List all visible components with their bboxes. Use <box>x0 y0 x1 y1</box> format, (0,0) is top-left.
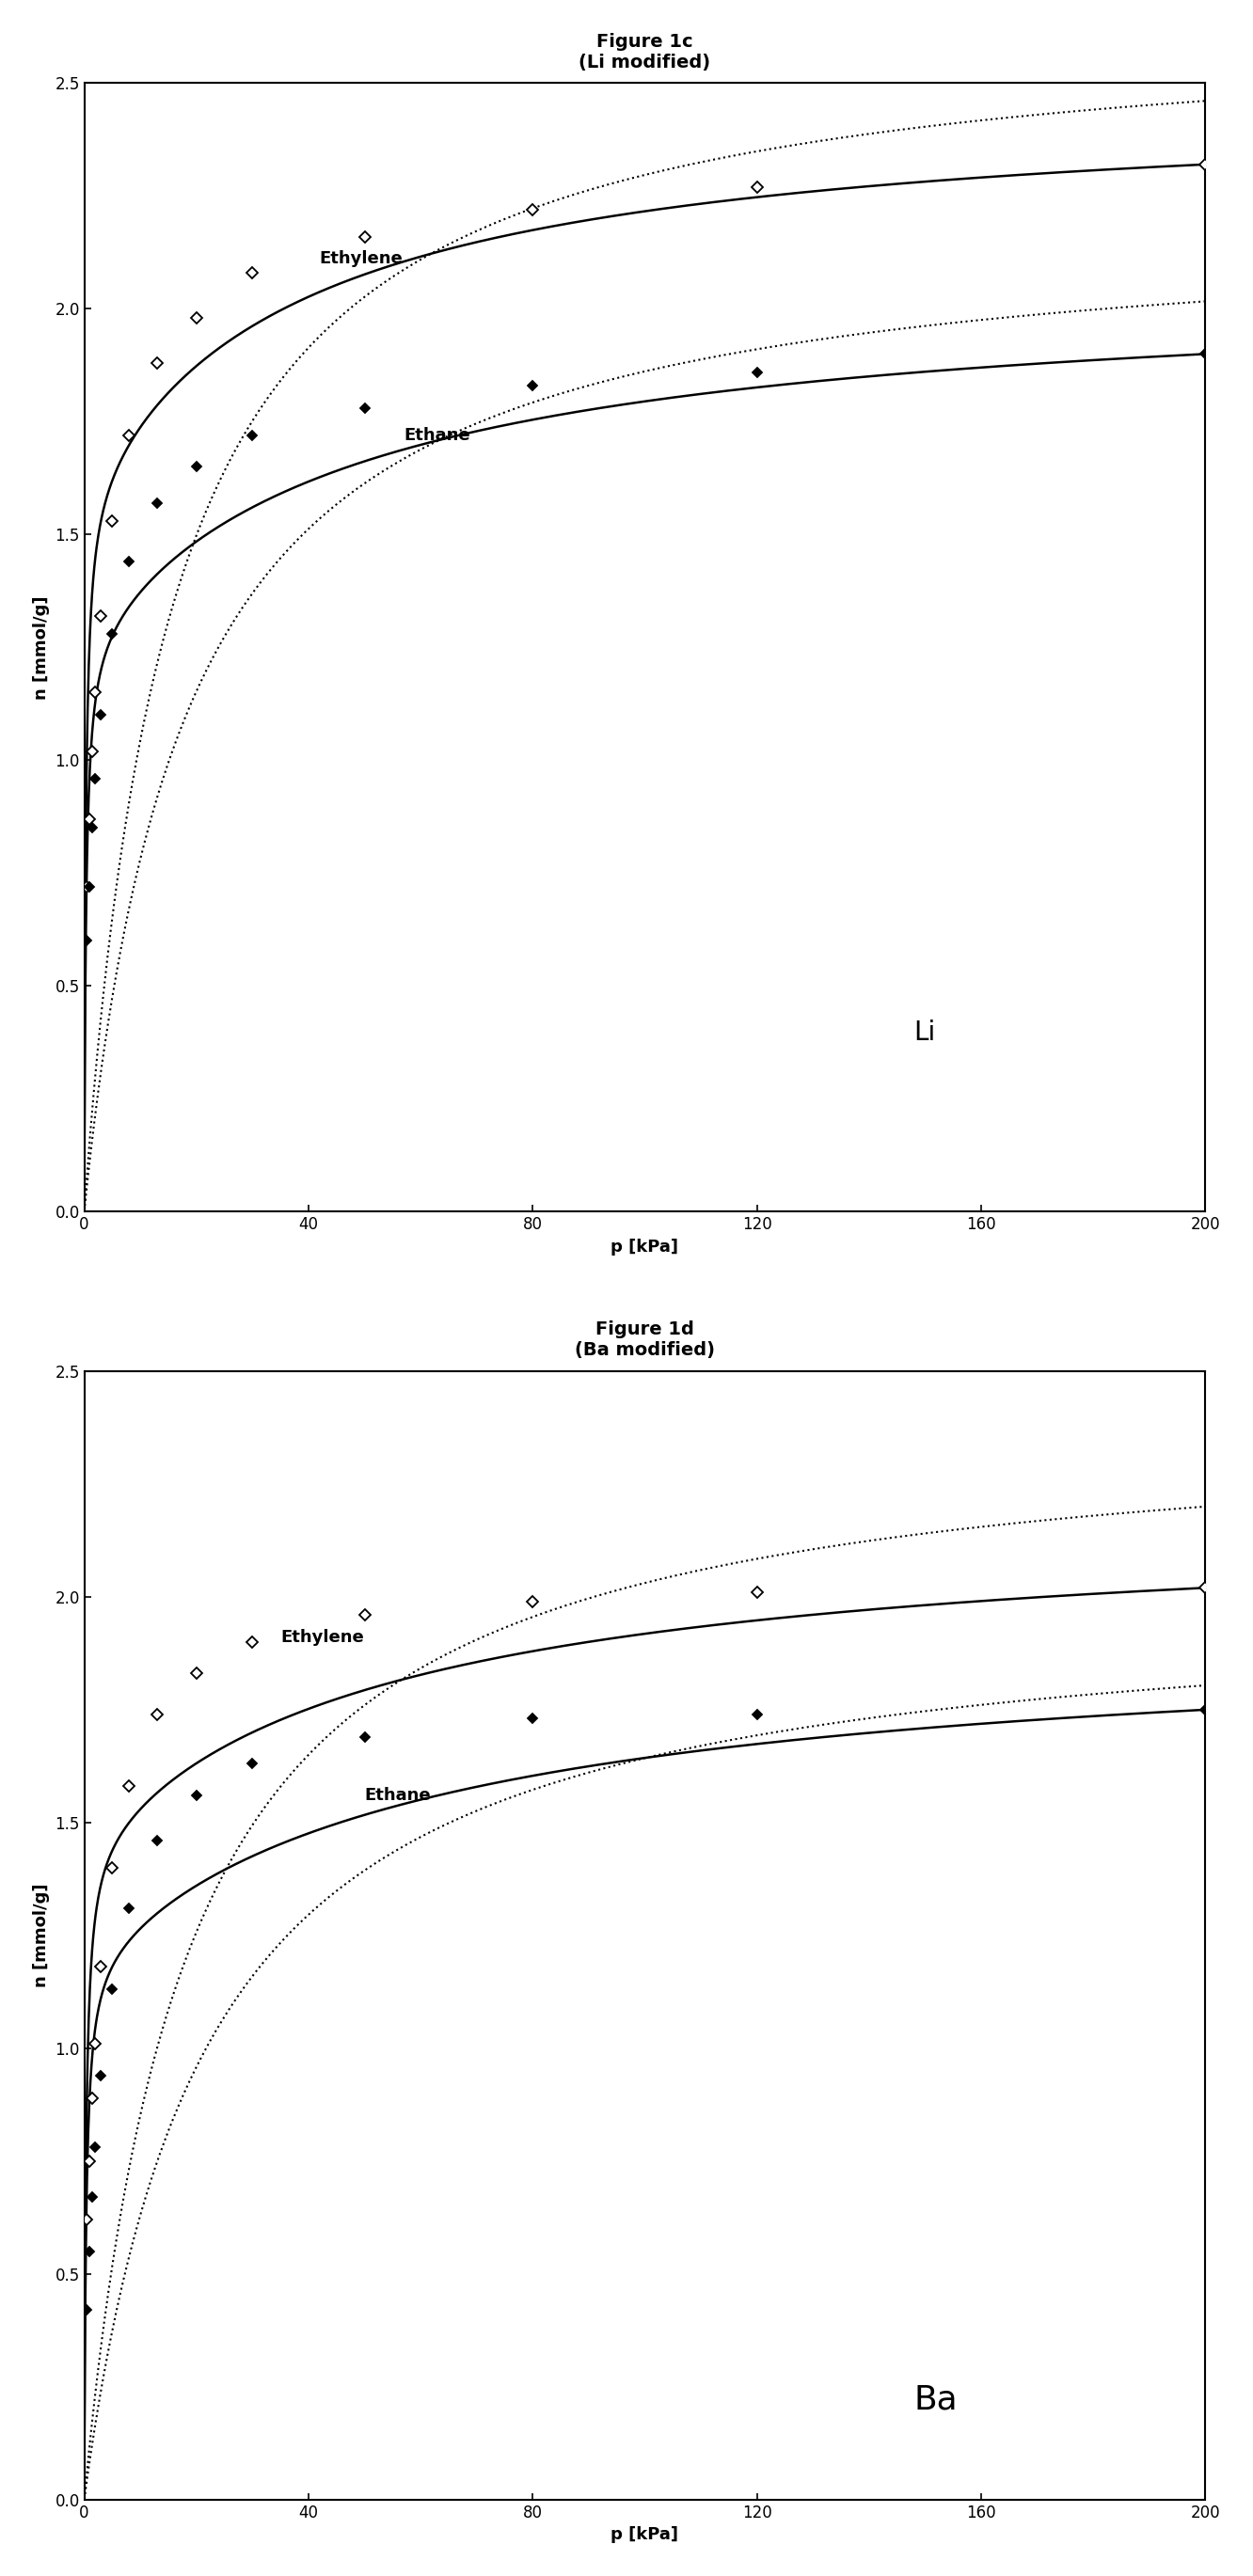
Text: Ethylene: Ethylene <box>320 250 403 268</box>
Title: Figure 1c
(Li modified): Figure 1c (Li modified) <box>579 33 710 72</box>
Y-axis label: n [mmol/g]: n [mmol/g] <box>33 1883 50 1986</box>
Y-axis label: n [mmol/g]: n [mmol/g] <box>33 595 50 698</box>
X-axis label: p [kPa]: p [kPa] <box>611 2527 679 2543</box>
Title: Figure 1d
(Ba modified): Figure 1d (Ba modified) <box>575 1321 715 1360</box>
Text: Li: Li <box>913 1020 936 1046</box>
Text: Ethane: Ethane <box>365 1788 431 1803</box>
Text: Ethane: Ethane <box>403 428 470 443</box>
Text: Ethylene: Ethylene <box>281 1628 363 1646</box>
X-axis label: p [kPa]: p [kPa] <box>611 1239 679 1255</box>
Text: Ba: Ba <box>913 2383 957 2416</box>
